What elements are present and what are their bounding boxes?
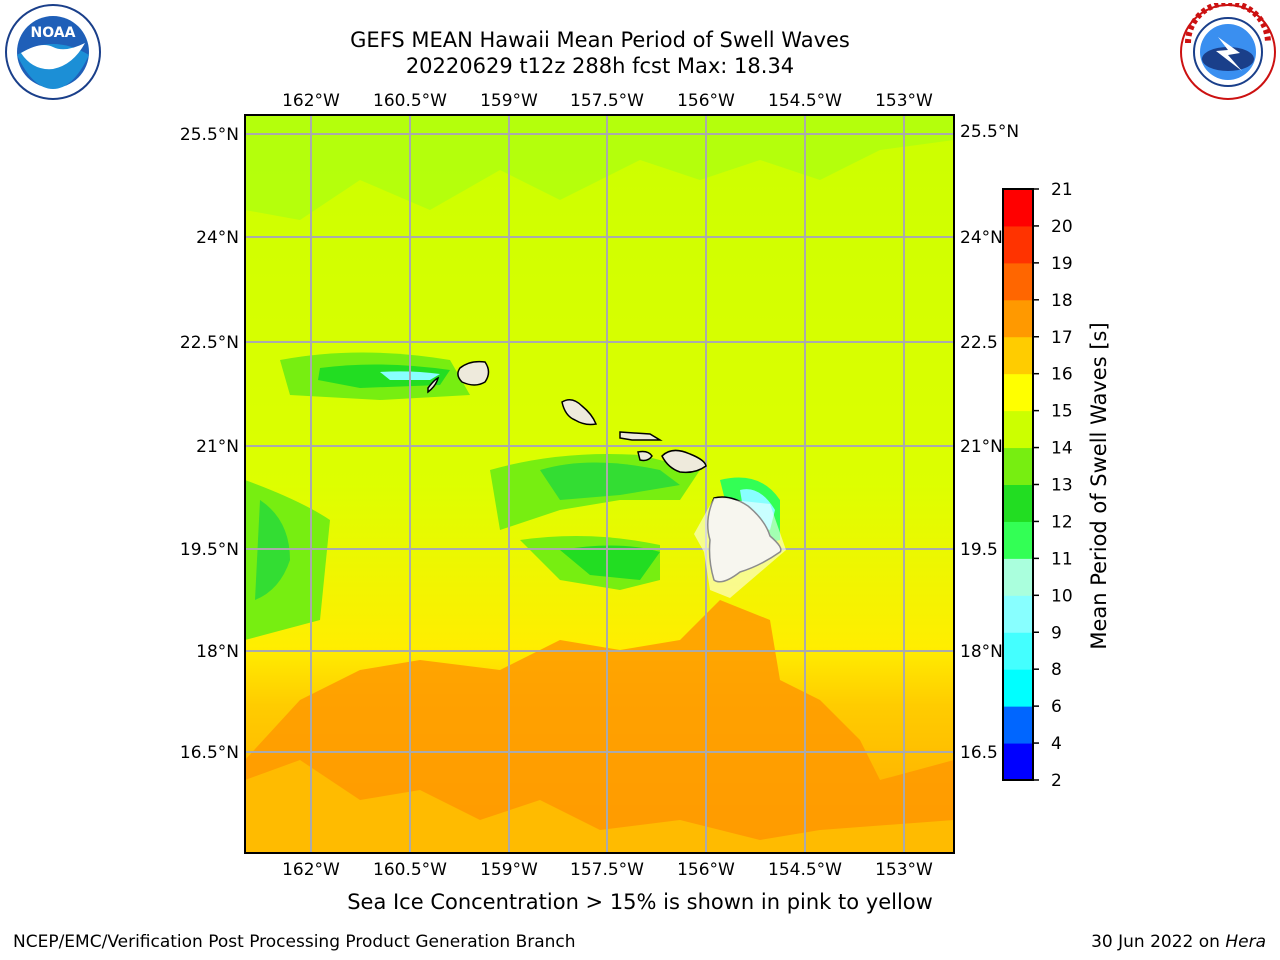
lat-label-left: 22.5°N — [180, 333, 239, 353]
data-field — [245, 115, 954, 853]
colorbar-swatch — [1003, 558, 1033, 596]
lat-labels-left: 25.5°N 24°N 22.5°N 21°N 19.5°N 18°N 16.5… — [180, 125, 239, 763]
lat-label-right: 22.5 — [960, 333, 998, 353]
footer-producer: NCEP/EMC/Verification Post Processing Pr… — [13, 932, 576, 952]
island-lanai — [637, 450, 653, 462]
island-oahu — [561, 399, 598, 426]
colorbar-swatch — [1003, 447, 1033, 485]
sea-ice-caption: Sea Ice Concentration > 15% is shown in … — [347, 890, 933, 914]
colorbar-tick-label: 8 — [1051, 660, 1062, 680]
colorbar-tick-label: 9 — [1051, 623, 1062, 643]
island-maui — [661, 449, 707, 474]
nws-logo — [1180, 3, 1276, 100]
colorbar-swatch — [1003, 225, 1033, 264]
lon-label-top: 154.5°W — [768, 91, 842, 111]
graticule — [245, 115, 954, 853]
island-kauai — [457, 360, 490, 386]
colorbar-swatch — [1003, 189, 1033, 227]
lon-label-bottom: 162°W — [282, 860, 340, 880]
lat-label-right: 21°N — [960, 437, 1003, 457]
lon-labels-top: 162°W 160.5°W 159°W 157.5°W 156°W 154.5°… — [282, 91, 933, 111]
colorbar-tick-label: 13 — [1051, 476, 1073, 496]
noaa-logo-text: NOAA — [31, 25, 76, 41]
colorbar-swatch — [1003, 632, 1033, 670]
lat-label-right: 25.5°N — [960, 122, 1019, 142]
colorbar: 2 4 6 8 9 10 11 12 13 14 15 16 17 18 19 20 21 — [1002, 180, 1073, 791]
lat-label-left: 24°N — [196, 228, 239, 248]
lon-label-top: 156°W — [677, 91, 735, 111]
colorbar-swatch — [1003, 706, 1033, 744]
lat-label-left: 25.5°N — [180, 125, 239, 145]
lon-label-bottom: 160.5°W — [373, 860, 447, 880]
colorbar-tick-label: 14 — [1051, 439, 1073, 459]
lon-label-top: 159°W — [480, 91, 538, 111]
lat-label-right: 19.5 — [960, 540, 998, 560]
colorbar-swatch — [1003, 484, 1033, 522]
lat-label-right: 16.5 — [960, 743, 998, 763]
colorbar-tick-label: 12 — [1051, 512, 1073, 532]
colorbar-swatch — [1003, 336, 1033, 375]
colorbar-tick-label: 2 — [1051, 771, 1062, 791]
colorbar-swatch — [1003, 595, 1033, 633]
colorbar-tick-label: 21 — [1051, 180, 1073, 200]
lon-label-bottom: 153°W — [875, 860, 933, 880]
lon-label-top: 160.5°W — [373, 91, 447, 111]
colorbar-tick-label: 6 — [1051, 697, 1062, 717]
lat-label-left: 19.5°N — [180, 540, 239, 560]
colorbar-tick-label: 11 — [1051, 549, 1073, 569]
colorbar-tick-label: 19 — [1051, 254, 1073, 274]
lon-label-top: 162°W — [282, 91, 340, 111]
lon-labels-bottom: 162°W 160.5°W 159°W 157.5°W 156°W 154.5°… — [282, 860, 933, 880]
footer-host: Hera — [1225, 932, 1266, 952]
island-niihau — [427, 376, 440, 394]
lon-label-top: 157.5°W — [570, 91, 644, 111]
footer-date: 30 Jun 2022 on Hera — [1091, 932, 1266, 952]
colorbar-tick-label: 18 — [1051, 291, 1073, 311]
colorbar-tick-label: 20 — [1051, 217, 1073, 237]
lat-label-left: 16.5°N — [180, 743, 239, 763]
colorbar-tick-label: 10 — [1051, 586, 1073, 606]
colorbar-swatch — [1003, 373, 1033, 412]
lat-label-left: 21°N — [196, 437, 239, 457]
map-subtitle: 20220629 t12z 288h fcst Max: 18.34 — [405, 54, 795, 78]
lon-label-top: 153°W — [875, 91, 933, 111]
colorbar-swatch — [1003, 743, 1033, 781]
colorbar-tick-label: 16 — [1051, 365, 1073, 385]
colorbar-tick-label: 17 — [1051, 328, 1073, 348]
lon-label-bottom: 156°W — [677, 860, 735, 880]
lat-label-left: 18°N — [196, 642, 239, 662]
colorbar-swatch — [1003, 299, 1033, 338]
lon-label-bottom: 154.5°W — [768, 860, 842, 880]
colorbar-label: Mean Period of Swell Waves [s] — [1087, 322, 1111, 649]
colorbar-tick-label: 4 — [1051, 734, 1062, 754]
colorbar-swatch — [1003, 410, 1033, 449]
noaa-logo: NOAA — [5, 4, 101, 100]
colorbar-swatch — [1003, 669, 1033, 707]
island-molokai — [619, 431, 663, 441]
lon-label-bottom: 159°W — [480, 860, 538, 880]
colorbar-swatch — [1003, 521, 1033, 559]
lat-label-right: 24°N — [960, 228, 1003, 248]
footer-date-text: 30 Jun 2022 on — [1091, 932, 1226, 952]
map-frame — [244, 114, 955, 854]
lat-label-right: 18°N — [960, 642, 1003, 662]
lon-label-bottom: 157.5°W — [570, 860, 644, 880]
colorbar-tick-label: 15 — [1051, 402, 1073, 422]
lat-labels-right: 25.5°N 24°N 22.5 21°N 19.5 18°N 16.5 — [960, 122, 1019, 763]
map-title: GEFS MEAN Hawaii Mean Period of Swell Wa… — [350, 28, 850, 52]
colorbar-swatch — [1003, 262, 1033, 301]
